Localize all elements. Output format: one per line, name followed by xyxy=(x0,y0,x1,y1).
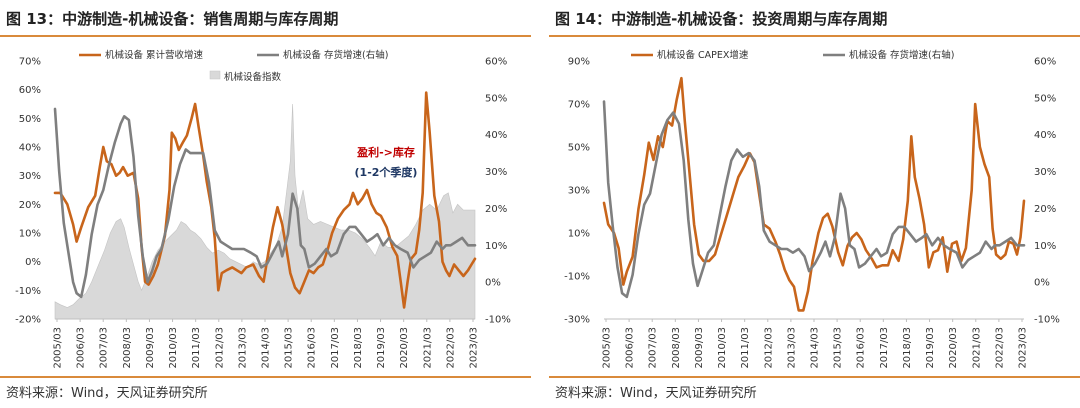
x-axis-tick: 2020/03 xyxy=(399,327,410,369)
legend-label: 机械设备 存货增速(右轴) xyxy=(849,49,954,61)
left-axis-tick: -10% xyxy=(564,272,590,283)
chart-title: 图 13：中游制造-机械设备：销售周期与库存周期 xyxy=(6,10,339,28)
x-axis-tick: 2009/03 xyxy=(145,327,156,369)
capex-line-series xyxy=(602,76,1026,312)
left-axis-tick: 90% xyxy=(568,57,590,68)
x-axis-tick: 2012/03 xyxy=(763,327,774,369)
x-axis-tick: 2012/03 xyxy=(214,327,225,369)
x-axis-tick: 2006/03 xyxy=(625,327,636,369)
x-axis-tick: 2021/03 xyxy=(422,327,433,369)
source-rule xyxy=(0,376,531,378)
right-axis-tick: 40% xyxy=(1034,130,1056,141)
right-axis-tick: -10% xyxy=(485,315,511,326)
investment-inventory-cycle-chart: 90% 70% 50% 30% 10% -10% -30% 60% 50% 40% 30% 20% 10… xyxy=(564,49,1060,369)
left-axis-tick: 10% xyxy=(568,229,590,240)
sales-inventory-cycle-chart: 70% 60% 50% 40% 30% 20% 10% 0% -10% -20% 60% 50% 40%… xyxy=(15,49,511,369)
x-axis-tick: 2019/03 xyxy=(925,327,936,369)
x-axis-tick: 2023/03 xyxy=(1018,327,1029,369)
right-axis-tick: 20% xyxy=(485,204,507,215)
left-axis-tick: 0% xyxy=(25,257,41,268)
x-axis-tick: 2016/03 xyxy=(307,327,318,369)
x-axis-tick: 2016/03 xyxy=(856,327,867,369)
right-axis-tick: 60% xyxy=(485,57,507,68)
x-axis-tick: 2023/03 xyxy=(469,327,480,369)
right-axis-tick: 50% xyxy=(485,93,507,104)
right-axis-tick: 60% xyxy=(1034,57,1056,68)
x-axis-tick: 2007/03 xyxy=(648,327,659,369)
x-axis-tick: 2014/03 xyxy=(261,327,272,369)
legend-swatch xyxy=(209,70,221,80)
left-axis-tick: 50% xyxy=(568,143,590,154)
chart-panel-13: 图 13：中游制造-机械设备：销售周期与库存周期 70% 60% 50% 40% 30%… xyxy=(0,0,531,408)
x-axis-tick: 2013/03 xyxy=(786,327,797,369)
revenue-line-series xyxy=(53,91,477,309)
right-axis-tick: 10% xyxy=(485,241,507,252)
right-axis-tick: 30% xyxy=(485,167,507,178)
title-rule xyxy=(0,35,531,37)
legend-label: 机械设备指数 xyxy=(224,71,282,83)
left-axis-tick: 70% xyxy=(568,100,590,111)
x-axis-tick: 2019/03 xyxy=(376,327,387,369)
x-axis-tick: 2005/03 xyxy=(602,327,613,369)
legend-label: 机械设备 CAPEX增速 xyxy=(657,49,749,61)
left-axis-tick: -20% xyxy=(15,315,41,326)
x-axis-tick: 2013/03 xyxy=(237,327,248,369)
x-axis-tick: 2008/03 xyxy=(122,327,133,369)
index-area-series xyxy=(54,103,476,320)
left-axis-tick: 50% xyxy=(19,114,41,125)
left-axis-tick: -10% xyxy=(15,286,41,297)
left-axis-tick: 30% xyxy=(19,171,41,182)
inventory-line-series xyxy=(53,107,477,299)
x-axis-tick: 2010/03 xyxy=(717,327,728,369)
x-axis-tick: 2015/03 xyxy=(284,327,295,369)
x-axis-tick: 2011/03 xyxy=(740,327,751,369)
right-axis-tick: 0% xyxy=(485,278,501,289)
x-axis-tick: 2009/03 xyxy=(694,327,705,369)
x-axis-tick: 2018/03 xyxy=(902,327,913,369)
left-axis-tick: 10% xyxy=(19,229,41,240)
x-axis-tick: 2007/03 xyxy=(99,327,110,369)
x-axis-tick: 2010/03 xyxy=(168,327,179,369)
right-axis-tick: 0% xyxy=(1034,278,1050,289)
annotation-lag: (1-2个季度) xyxy=(355,165,418,179)
x-axis-tick: 2022/03 xyxy=(445,327,456,369)
source-rule xyxy=(549,376,1080,378)
inventory-line-series xyxy=(602,100,1026,299)
annotation-profit-inventory: 盈利->库存 xyxy=(356,145,415,159)
x-axis-tick: 2008/03 xyxy=(671,327,682,369)
right-axis-tick: 50% xyxy=(1034,93,1056,104)
x-axis-tick: 2020/03 xyxy=(948,327,959,369)
left-axis-tick: 30% xyxy=(568,186,590,197)
right-axis-tick: 30% xyxy=(1034,167,1056,178)
legend-label: 机械设备 累计营收增速 xyxy=(105,49,204,61)
x-axis-tick: 2017/03 xyxy=(879,327,890,369)
x-axis-tick: 2011/03 xyxy=(191,327,202,369)
x-axis-tick: 2018/03 xyxy=(353,327,364,369)
x-axis-tick: 2015/03 xyxy=(833,327,844,369)
x-axis-tick: 2021/03 xyxy=(971,327,982,369)
left-axis-tick: 60% xyxy=(19,85,41,96)
x-axis-tick: 2005/03 xyxy=(53,327,64,369)
right-axis-tick: 40% xyxy=(485,130,507,141)
left-axis-tick: 70% xyxy=(19,57,41,68)
x-axis-tick: 2022/03 xyxy=(994,327,1005,369)
left-axis-tick: 40% xyxy=(19,143,41,154)
x-axis-tick: 2006/03 xyxy=(76,327,87,369)
chart-panel-14: 图 14：中游制造-机械设备：投资周期与库存周期 90% 70% 50% 30% 10%… xyxy=(549,0,1080,408)
title-rule xyxy=(549,35,1080,37)
source-note: 资料来源：Wind，天风证券研究所 xyxy=(6,386,208,401)
right-axis-tick: 10% xyxy=(1034,241,1056,252)
right-axis-tick: -10% xyxy=(1034,315,1060,326)
left-axis-tick: 20% xyxy=(19,200,41,211)
x-axis-tick: 2014/03 xyxy=(810,327,821,369)
left-axis-tick: -30% xyxy=(564,315,590,326)
legend-label: 机械设备 存货增速(右轴) xyxy=(283,49,388,61)
right-axis-tick: 20% xyxy=(1034,204,1056,215)
chart-title: 图 14：中游制造-机械设备：投资周期与库存周期 xyxy=(555,10,888,28)
x-axis-tick: 2017/03 xyxy=(330,327,341,369)
source-note: 资料来源：Wind，天风证券研究所 xyxy=(555,386,757,401)
